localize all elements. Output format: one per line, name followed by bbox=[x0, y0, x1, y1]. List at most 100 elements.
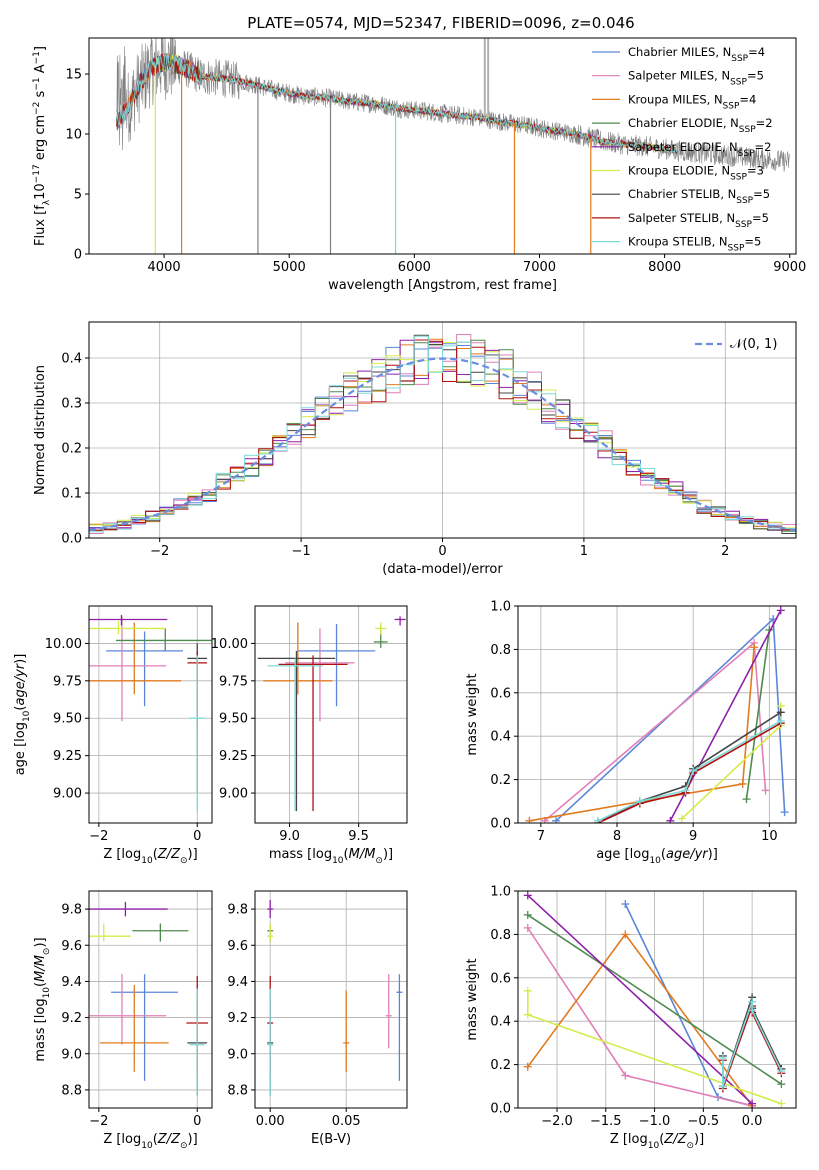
data-point-marker bbox=[523, 891, 532, 900]
x-axis-label: age [log10(age/yr)] bbox=[596, 847, 718, 866]
y-tick-label: 9.0 bbox=[227, 1047, 248, 1062]
data-point-marker bbox=[777, 1067, 786, 1076]
legend-entry: Chabrier MILES, NSSP=4 bbox=[628, 45, 765, 64]
data-point-marker bbox=[718, 1054, 727, 1063]
y-tick-label: 9.50 bbox=[219, 712, 248, 727]
massweight-vs-age-panel: 7 8 9 10 0.0 0.2 0.4 0.6 0.8 1.0 age [log10(age/yr… bbox=[465, 600, 797, 866]
x-tick-label: 0.05 bbox=[332, 1114, 361, 1129]
x-tick-label: 9.0 bbox=[279, 829, 300, 844]
x-axis-label: Z [log10(Z/Z⊙)] bbox=[103, 1132, 197, 1151]
data-point-marker bbox=[552, 816, 561, 823]
data-point-marker bbox=[523, 1010, 532, 1019]
data-point-marker bbox=[621, 1071, 630, 1080]
y-axis-label: mass weight bbox=[465, 958, 480, 1040]
data-point-marker bbox=[761, 786, 770, 795]
y-tick-label: 0.4 bbox=[61, 352, 82, 367]
x-tick-label: 9000 bbox=[773, 260, 806, 275]
y-tick-label: 0.6 bbox=[490, 686, 511, 701]
y-tick-label: 0.2 bbox=[61, 442, 82, 457]
data-point-marker bbox=[677, 814, 686, 823]
x-tick-label: −0.5 bbox=[688, 1114, 720, 1129]
y-tick-label: 8.8 bbox=[61, 1083, 82, 1098]
y-tick-label: 9.6 bbox=[227, 939, 248, 954]
data-point-marker bbox=[742, 795, 751, 804]
data-point-marker bbox=[776, 717, 785, 726]
data-point-marker bbox=[777, 1080, 786, 1089]
y-tick-label: 0.0 bbox=[61, 532, 82, 547]
x-axis-label: (data-model)/error bbox=[382, 562, 503, 577]
figure-title: PLATE=0574, MJD=52347, FIBERID=0096, z=0… bbox=[247, 14, 634, 32]
x-tick-label: 2 bbox=[721, 544, 729, 559]
axes-frame bbox=[517, 605, 797, 824]
data-point-marker bbox=[525, 816, 534, 823]
y-tick-label: 10.00 bbox=[45, 637, 82, 652]
legend-entry: Chabrier STELIB, NSSP=5 bbox=[628, 187, 770, 206]
data-point-marker bbox=[523, 923, 532, 932]
y-axis-label: Flux [fλ10−17 erg cm−2 s−1 A−1] bbox=[32, 46, 52, 246]
x-tick-label: 0.0 bbox=[742, 1114, 763, 1129]
x-tick-label: −1.5 bbox=[590, 1114, 622, 1129]
x-tick-label: 0 bbox=[438, 544, 446, 559]
mass-vs-metallicity-panel: −2 0 8.8 9.0 9.2 9.4 9.6 9.8 Z [log10(Z/Z⊙)] mass… bbox=[33, 890, 213, 1151]
x-tick-label: 0 bbox=[193, 1114, 201, 1129]
x-axis-label: E(B-V) bbox=[311, 1132, 351, 1147]
x-tick-label: −2 bbox=[150, 544, 169, 559]
x-tick-label: −2.0 bbox=[541, 1114, 573, 1129]
x-tick-label: −1 bbox=[292, 544, 311, 559]
data-point-marker bbox=[738, 779, 747, 788]
axes-frame bbox=[88, 890, 213, 1109]
normal-distribution-curve bbox=[89, 357, 796, 532]
data-point-marker bbox=[776, 708, 785, 717]
y-tick-label: 0.0 bbox=[490, 1102, 511, 1117]
x-axis-label: Z [log10(Z/Z⊙)] bbox=[103, 847, 197, 866]
data-point-marker bbox=[780, 808, 789, 817]
mass-weight-series-kroupa_miles bbox=[529, 647, 755, 822]
x-tick-label: 1 bbox=[580, 544, 588, 559]
legend-entry: Salpeter MILES, NSSP=5 bbox=[628, 69, 764, 88]
y-tick-label: 9.00 bbox=[219, 787, 248, 802]
y-tick-label: 9.75 bbox=[219, 674, 248, 689]
y-tick-label: 9.4 bbox=[61, 975, 82, 990]
y-tick-label: 9.8 bbox=[61, 903, 82, 918]
y-tick-label: 9.25 bbox=[219, 749, 248, 764]
y-tick-label: 9.2 bbox=[227, 1011, 248, 1026]
residual-histogram-panel: −2 −1 0 1 2 0.0 0.1 0.2 0.3 0.4 (data-model)/error… bbox=[33, 321, 797, 577]
x-tick-label: 5000 bbox=[273, 260, 306, 275]
y-tick-label: 0 bbox=[74, 248, 82, 263]
y-tick-label: 0.2 bbox=[490, 1058, 511, 1073]
y-tick-label: 15 bbox=[65, 68, 82, 83]
age-vs-metallicity-panel: −2 0 9.00 9.25 9.50 9.75 10.00 Z [log10(Z/Z⊙)] a… bbox=[13, 605, 213, 866]
data-point-marker bbox=[621, 930, 630, 939]
legend-entry: Salpeter STELIB, NSSP=5 bbox=[628, 211, 769, 230]
axes-frame bbox=[254, 605, 408, 824]
spectrum-panel: 4000 5000 6000 7000 8000 9000 0 5 10 15 wavelength… bbox=[32, 37, 806, 293]
mass-weight-series-salpeter_miles bbox=[544, 641, 767, 822]
mass-weight-series-kroupa_miles bbox=[527, 933, 753, 1107]
data-point-marker bbox=[748, 1006, 757, 1015]
x-tick-label: 7 bbox=[537, 829, 545, 844]
legend-entry: Chabrier ELODIE, NSSP=2 bbox=[628, 116, 773, 135]
x-axis-label: Z [log10(Z/Z⊙)] bbox=[610, 1132, 704, 1151]
data-point-marker bbox=[777, 1099, 786, 1108]
legend-entry: Kroupa ELODIE, NSSP=3 bbox=[628, 164, 764, 183]
x-tick-label: −2 bbox=[89, 1114, 108, 1129]
y-tick-label: 10 bbox=[65, 128, 82, 143]
axes-frame bbox=[254, 890, 408, 1109]
data-point-marker bbox=[523, 986, 532, 995]
data-point-marker bbox=[681, 786, 690, 795]
data-point-marker bbox=[593, 816, 602, 823]
y-tick-label: 0.6 bbox=[490, 971, 511, 986]
data-point-marker bbox=[621, 900, 630, 909]
y-tick-label: 0.2 bbox=[490, 773, 511, 788]
data-point-marker bbox=[748, 997, 757, 1006]
data-point-marker bbox=[718, 1082, 727, 1091]
x-tick-label: 8000 bbox=[648, 260, 681, 275]
residual-histogram-salpeter_stelib bbox=[89, 339, 796, 531]
data-point-marker bbox=[523, 910, 532, 919]
legend-entry: 𝒩(0, 1) bbox=[730, 337, 777, 352]
mass-weight-series-salpeter_elodie bbox=[527, 894, 753, 1105]
y-tick-label: 0.4 bbox=[490, 730, 511, 745]
y-tick-label: 1.0 bbox=[490, 600, 511, 615]
x-tick-label: 0 bbox=[193, 829, 201, 844]
